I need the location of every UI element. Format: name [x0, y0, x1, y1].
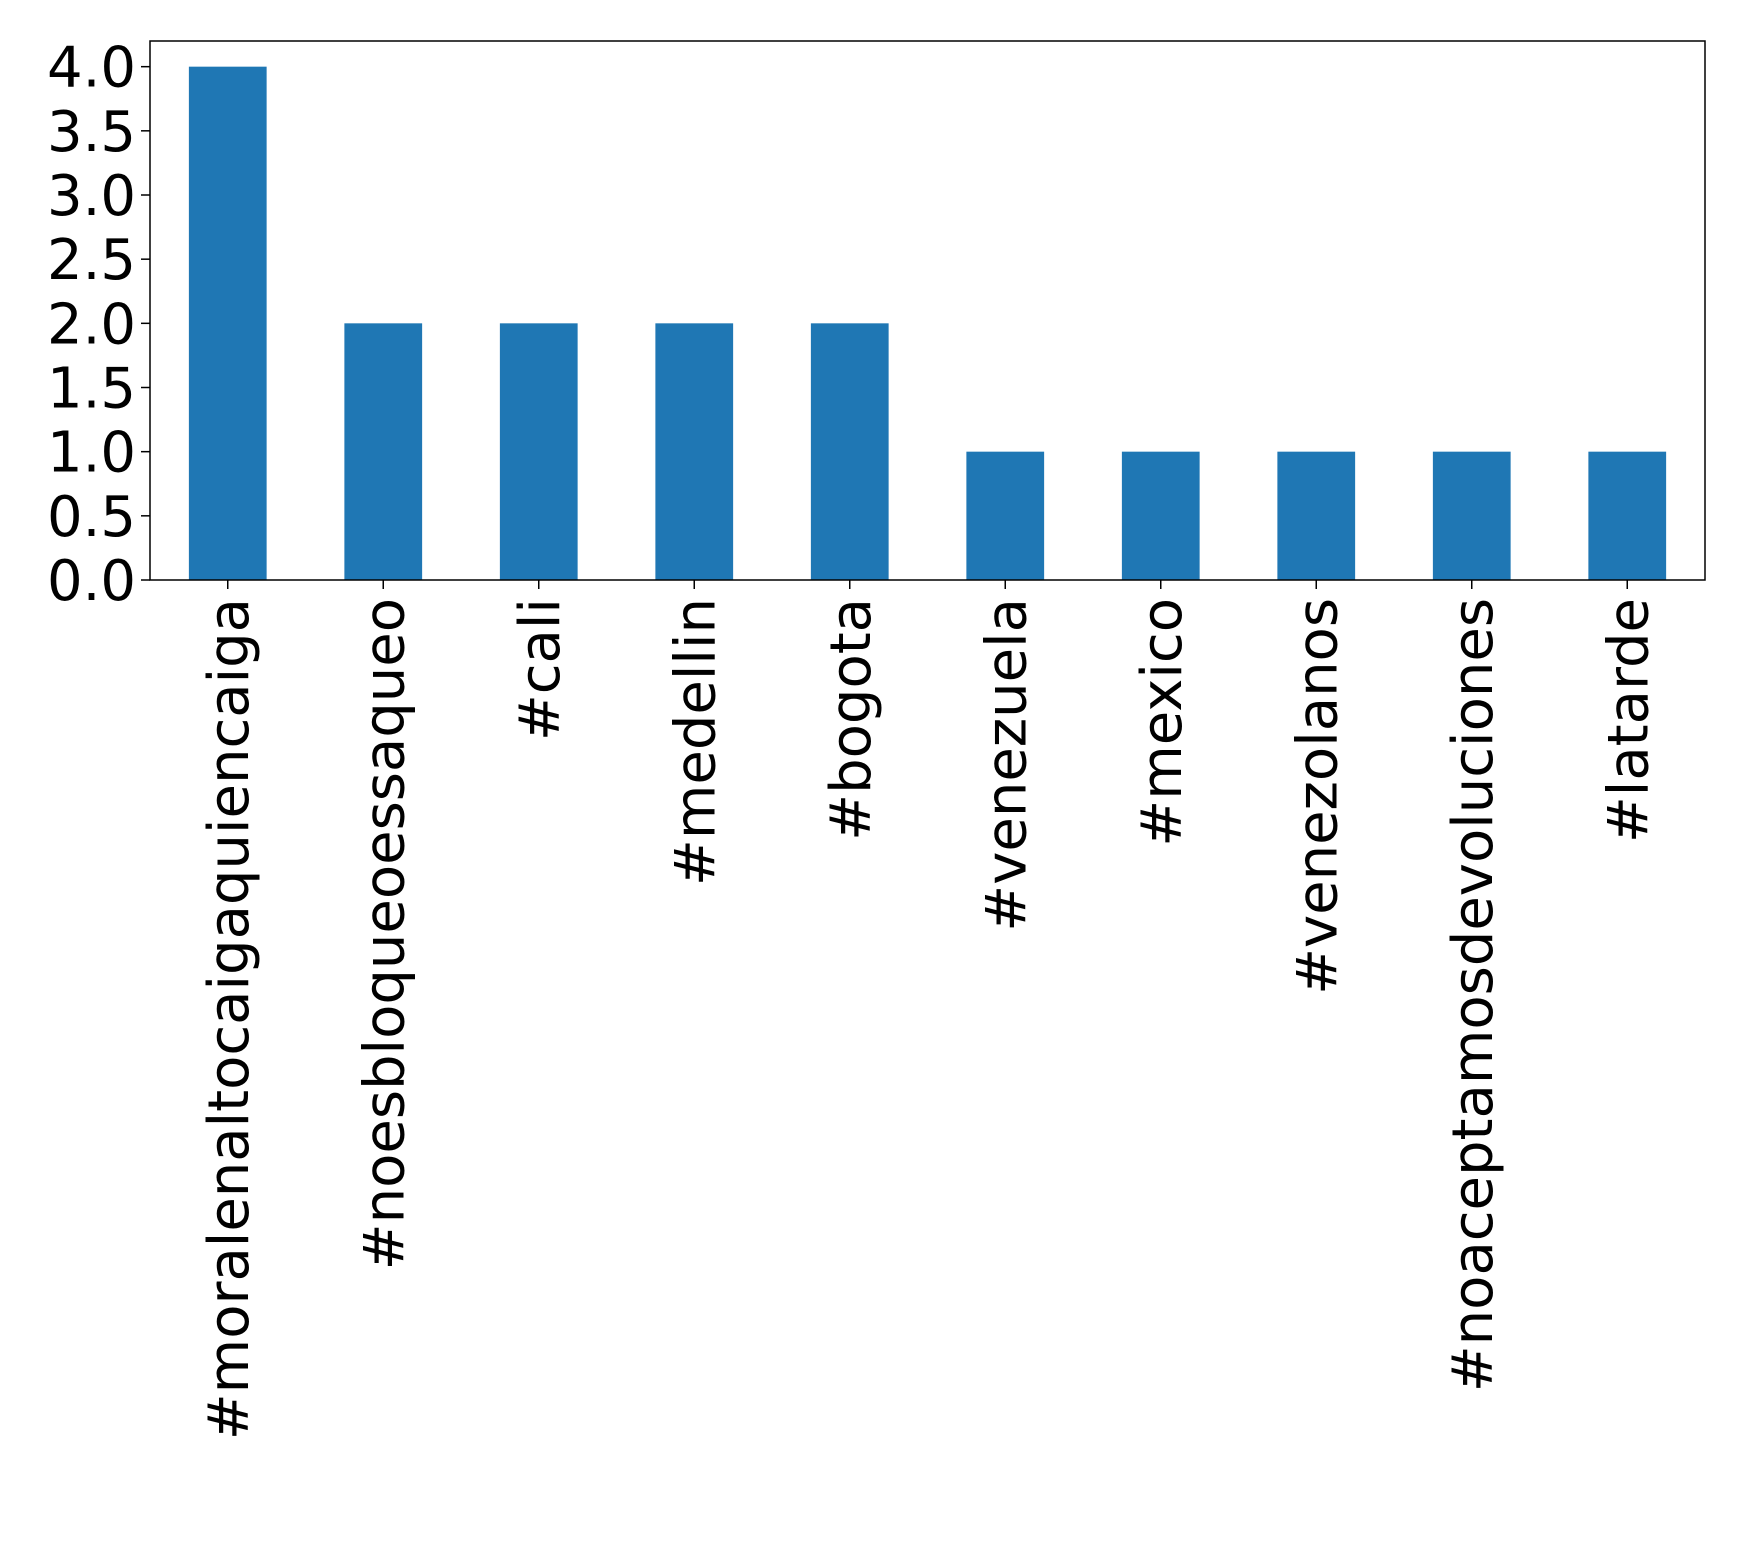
- x-tick-label-5: #venezuela: [974, 598, 1039, 932]
- bar-5: [966, 451, 1045, 580]
- x-tick-label-4: #bogota: [819, 598, 884, 841]
- y-tick-label-4: 2.0: [47, 292, 136, 357]
- y-tick-label-5: 2.5: [47, 228, 136, 293]
- bar-3: [655, 323, 734, 580]
- x-tick-label-6: #mexico: [1130, 598, 1195, 847]
- bars-group: [188, 66, 1667, 581]
- x-tick-label-3: #medellin: [663, 598, 728, 886]
- x-tick-label-9: #latarde: [1596, 598, 1661, 843]
- x-tick-label-7: #venezolanos: [1285, 598, 1350, 995]
- y-tick-label-7: 3.5: [47, 100, 136, 165]
- x-tick-label-2: #cali: [508, 598, 573, 741]
- bar-8: [1432, 451, 1511, 580]
- y-tick-label-0: 0.0: [47, 549, 136, 614]
- x-tick-label-0: #moralenaltocaigaquiencaiga: [197, 598, 262, 1440]
- y-tick-label-1: 0.5: [47, 485, 136, 550]
- plot-frame: [149, 40, 1706, 581]
- bar-9: [1588, 451, 1667, 580]
- x-axis: #moralenaltocaigaquiencaiga #noesbloqueoe…: [197, 580, 1661, 1440]
- bar-7: [1277, 451, 1356, 580]
- x-tick-label-8: #noaceptamosdevoluciones: [1441, 598, 1506, 1392]
- y-tick-label-6: 3.0: [47, 164, 136, 229]
- bar-4: [810, 323, 889, 580]
- bar-2: [499, 323, 578, 580]
- bar-1: [344, 323, 423, 580]
- y-tick-label-8: 4.0: [47, 36, 136, 101]
- x-tick-label-1: #noesbloqueoessaqueo: [352, 598, 417, 1270]
- bar-6: [1121, 451, 1200, 580]
- bar-0: [188, 66, 267, 581]
- y-axis: 0.00.51.01.52.02.53.03.54.0: [47, 36, 150, 614]
- y-tick-label-3: 1.5: [47, 357, 136, 422]
- y-tick-label-2: 1.0: [47, 421, 136, 486]
